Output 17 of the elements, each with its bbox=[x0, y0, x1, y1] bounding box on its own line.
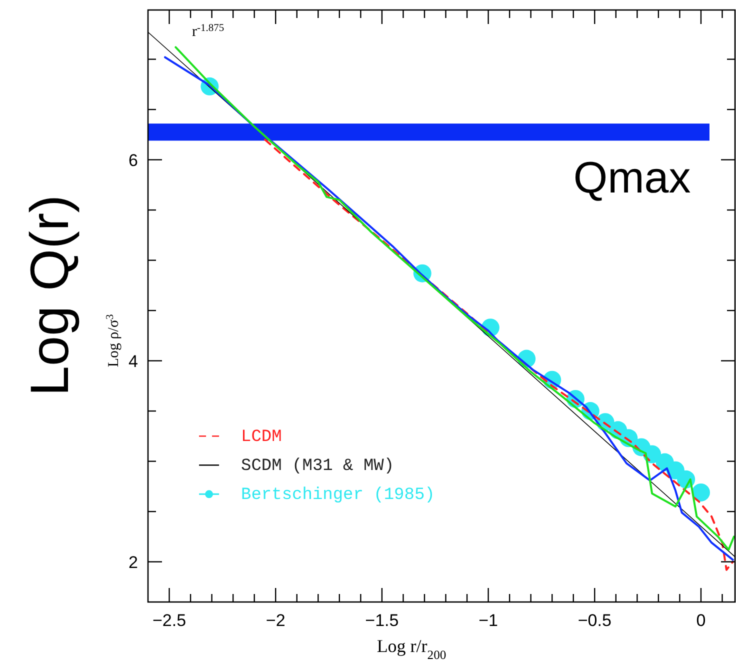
y-tick-label: 6 bbox=[128, 150, 138, 170]
x-tick-label: −0.5 bbox=[578, 611, 612, 630]
band-label: Qmax bbox=[573, 154, 691, 203]
x-tick-label: −1 bbox=[478, 611, 498, 630]
x-tick-label: −2 bbox=[266, 611, 286, 630]
annotation: r$^{-1.875}$ bbox=[192, 22, 224, 40]
legend-label: SCDM (M31 & MW) bbox=[241, 457, 394, 476]
x-axis-title: Log r/r$_{200}$ bbox=[376, 636, 446, 662]
x-tick-label: −2.5 bbox=[152, 611, 186, 630]
legend-label: Bertschinger (1985) bbox=[241, 486, 435, 506]
legend-label: LCDM bbox=[241, 428, 282, 448]
point bbox=[692, 483, 710, 502]
x-tick-label: 0 bbox=[696, 611, 706, 630]
x-tick-label: −1.5 bbox=[365, 611, 399, 630]
text: Log Q(r) bbox=[20, 194, 80, 396]
y-tick-label: 2 bbox=[128, 552, 138, 572]
y-tick-label: 4 bbox=[128, 352, 138, 371]
